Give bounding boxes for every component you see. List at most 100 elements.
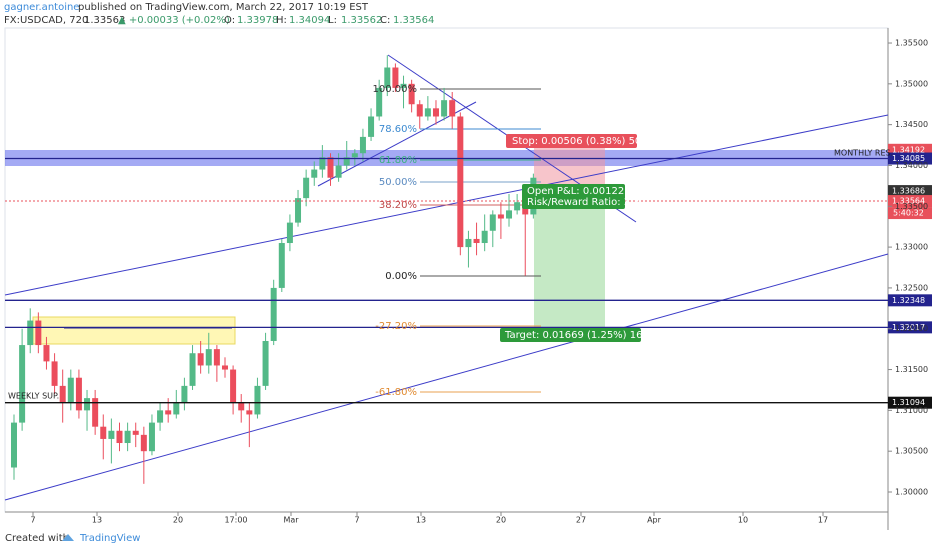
y-tick-label: 1.34500 <box>895 120 928 129</box>
y-tick-label: 1.31500 <box>895 365 928 374</box>
weekly-zone <box>32 316 236 345</box>
candle-body <box>246 410 253 415</box>
symbol: FX:USDCAD, 720 <box>4 15 88 26</box>
candle-body <box>35 320 42 346</box>
candle-body <box>441 100 448 117</box>
candle-body <box>116 430 123 444</box>
level-label: 1.33564 <box>892 197 925 206</box>
level-tag <box>888 152 932 165</box>
x-tick-label: Mar <box>283 516 299 525</box>
stop-box <box>506 134 637 148</box>
candle-body <box>213 349 220 366</box>
x-tick-label: 20 <box>173 516 183 525</box>
monthly-label: MONTHLY RES. <box>834 149 893 158</box>
candle-body <box>238 402 245 411</box>
level-label: 1.34085 <box>892 154 925 163</box>
candle-body <box>359 136 366 154</box>
last-price: 1.33563 <box>84 15 125 26</box>
candles <box>11 55 537 484</box>
candle-body <box>132 430 139 435</box>
level-tag <box>888 396 932 409</box>
x-tick-label: 17:00 <box>224 516 247 525</box>
candle-body <box>173 402 180 415</box>
candle-body <box>165 410 172 415</box>
candle-body <box>59 385 66 403</box>
candle-body <box>376 87 383 117</box>
candle-body <box>27 320 34 346</box>
level-tag <box>888 294 932 307</box>
candle-body <box>19 345 26 423</box>
target-label: Target: 0.01669 (1.25%) 166.9 <box>504 330 658 341</box>
candle-body <box>424 108 431 117</box>
level-label: 1.32017 <box>892 323 925 332</box>
target-zone <box>534 201 605 328</box>
x-tick-label: 7 <box>30 516 35 525</box>
candle-body <box>92 398 99 427</box>
candle-body <box>43 345 50 362</box>
candle-body <box>51 361 58 386</box>
x-tick-label: 10 <box>738 516 748 525</box>
candle-body <box>278 243 285 288</box>
brand[interactable]: TradingView <box>79 533 140 544</box>
candle-body <box>473 238 480 244</box>
level-tag <box>888 321 932 334</box>
y-tick-label: 1.32000 <box>895 324 928 333</box>
level-tag <box>888 185 932 198</box>
candle-body <box>351 153 358 158</box>
candle-body <box>416 104 423 117</box>
x-tick-label: 13 <box>416 516 426 525</box>
fib-label: 100.00% <box>373 84 418 95</box>
candle-body <box>100 426 107 439</box>
candle-body <box>221 365 228 370</box>
ohlc-name: H: <box>276 15 287 26</box>
y-tick-label: 1.35500 <box>895 39 928 48</box>
rr-label: Risk/Reward Ratio: 3.3 <box>527 197 640 208</box>
candle-body <box>384 67 391 88</box>
fib-tool <box>420 88 541 393</box>
fib-label: 61.80% <box>379 155 417 166</box>
candle-body <box>506 210 513 219</box>
candle-body <box>465 238 472 248</box>
candle-body <box>457 116 464 248</box>
candle-body <box>270 287 277 341</box>
x-tick-label: 13 <box>92 516 102 525</box>
candle-body <box>311 169 318 178</box>
level-label: 1.34192 <box>892 145 925 154</box>
y-tick-label: 1.30500 <box>895 447 928 456</box>
candle-body <box>514 202 521 211</box>
candle-body <box>432 108 439 117</box>
fib-label: 50.00% <box>379 177 417 188</box>
channel-line <box>4 253 889 501</box>
ohlc-value: 1.33564 <box>393 15 434 26</box>
ohlc-name: O: <box>224 15 235 26</box>
pnl-label: Open P&L: 0.00122 <box>527 186 624 197</box>
level-tag <box>888 195 932 208</box>
candle-body <box>140 434 147 452</box>
ohlc-name: L: <box>328 15 337 26</box>
candle-body <box>108 430 115 439</box>
candle-body <box>295 198 302 223</box>
ohlc-value: 1.33978 <box>237 15 278 26</box>
countdown: 5:40:32 <box>893 209 924 218</box>
fib-label: -61.80% <box>375 387 417 398</box>
y-tick-label: 1.33500 <box>895 202 928 211</box>
candle-body <box>189 353 196 386</box>
y-tick-label: 1.33000 <box>895 243 928 252</box>
ohlc-name: C: <box>380 15 390 26</box>
candle-body <box>205 349 212 366</box>
brand-logo <box>62 534 74 541</box>
candle-body <box>197 353 204 366</box>
x-tick-label: 7 <box>354 516 359 525</box>
axes: 1.35500 1.35000 1.34500 1.34000 1.33500 1.330… <box>30 39 928 525</box>
y-tick-label: 1.35000 <box>895 79 928 88</box>
target-box <box>500 328 641 342</box>
change: ▲ +0.00033 (+0.02%) <box>118 15 230 26</box>
candle-body <box>335 165 342 178</box>
author[interactable]: gagner.antoine <box>4 2 79 13</box>
level-label: 1.33686 <box>892 187 925 196</box>
candle-body <box>124 430 131 444</box>
countdown-tag <box>888 207 932 220</box>
candle-body <box>254 385 261 415</box>
fib-label: 38.20% <box>379 200 417 211</box>
